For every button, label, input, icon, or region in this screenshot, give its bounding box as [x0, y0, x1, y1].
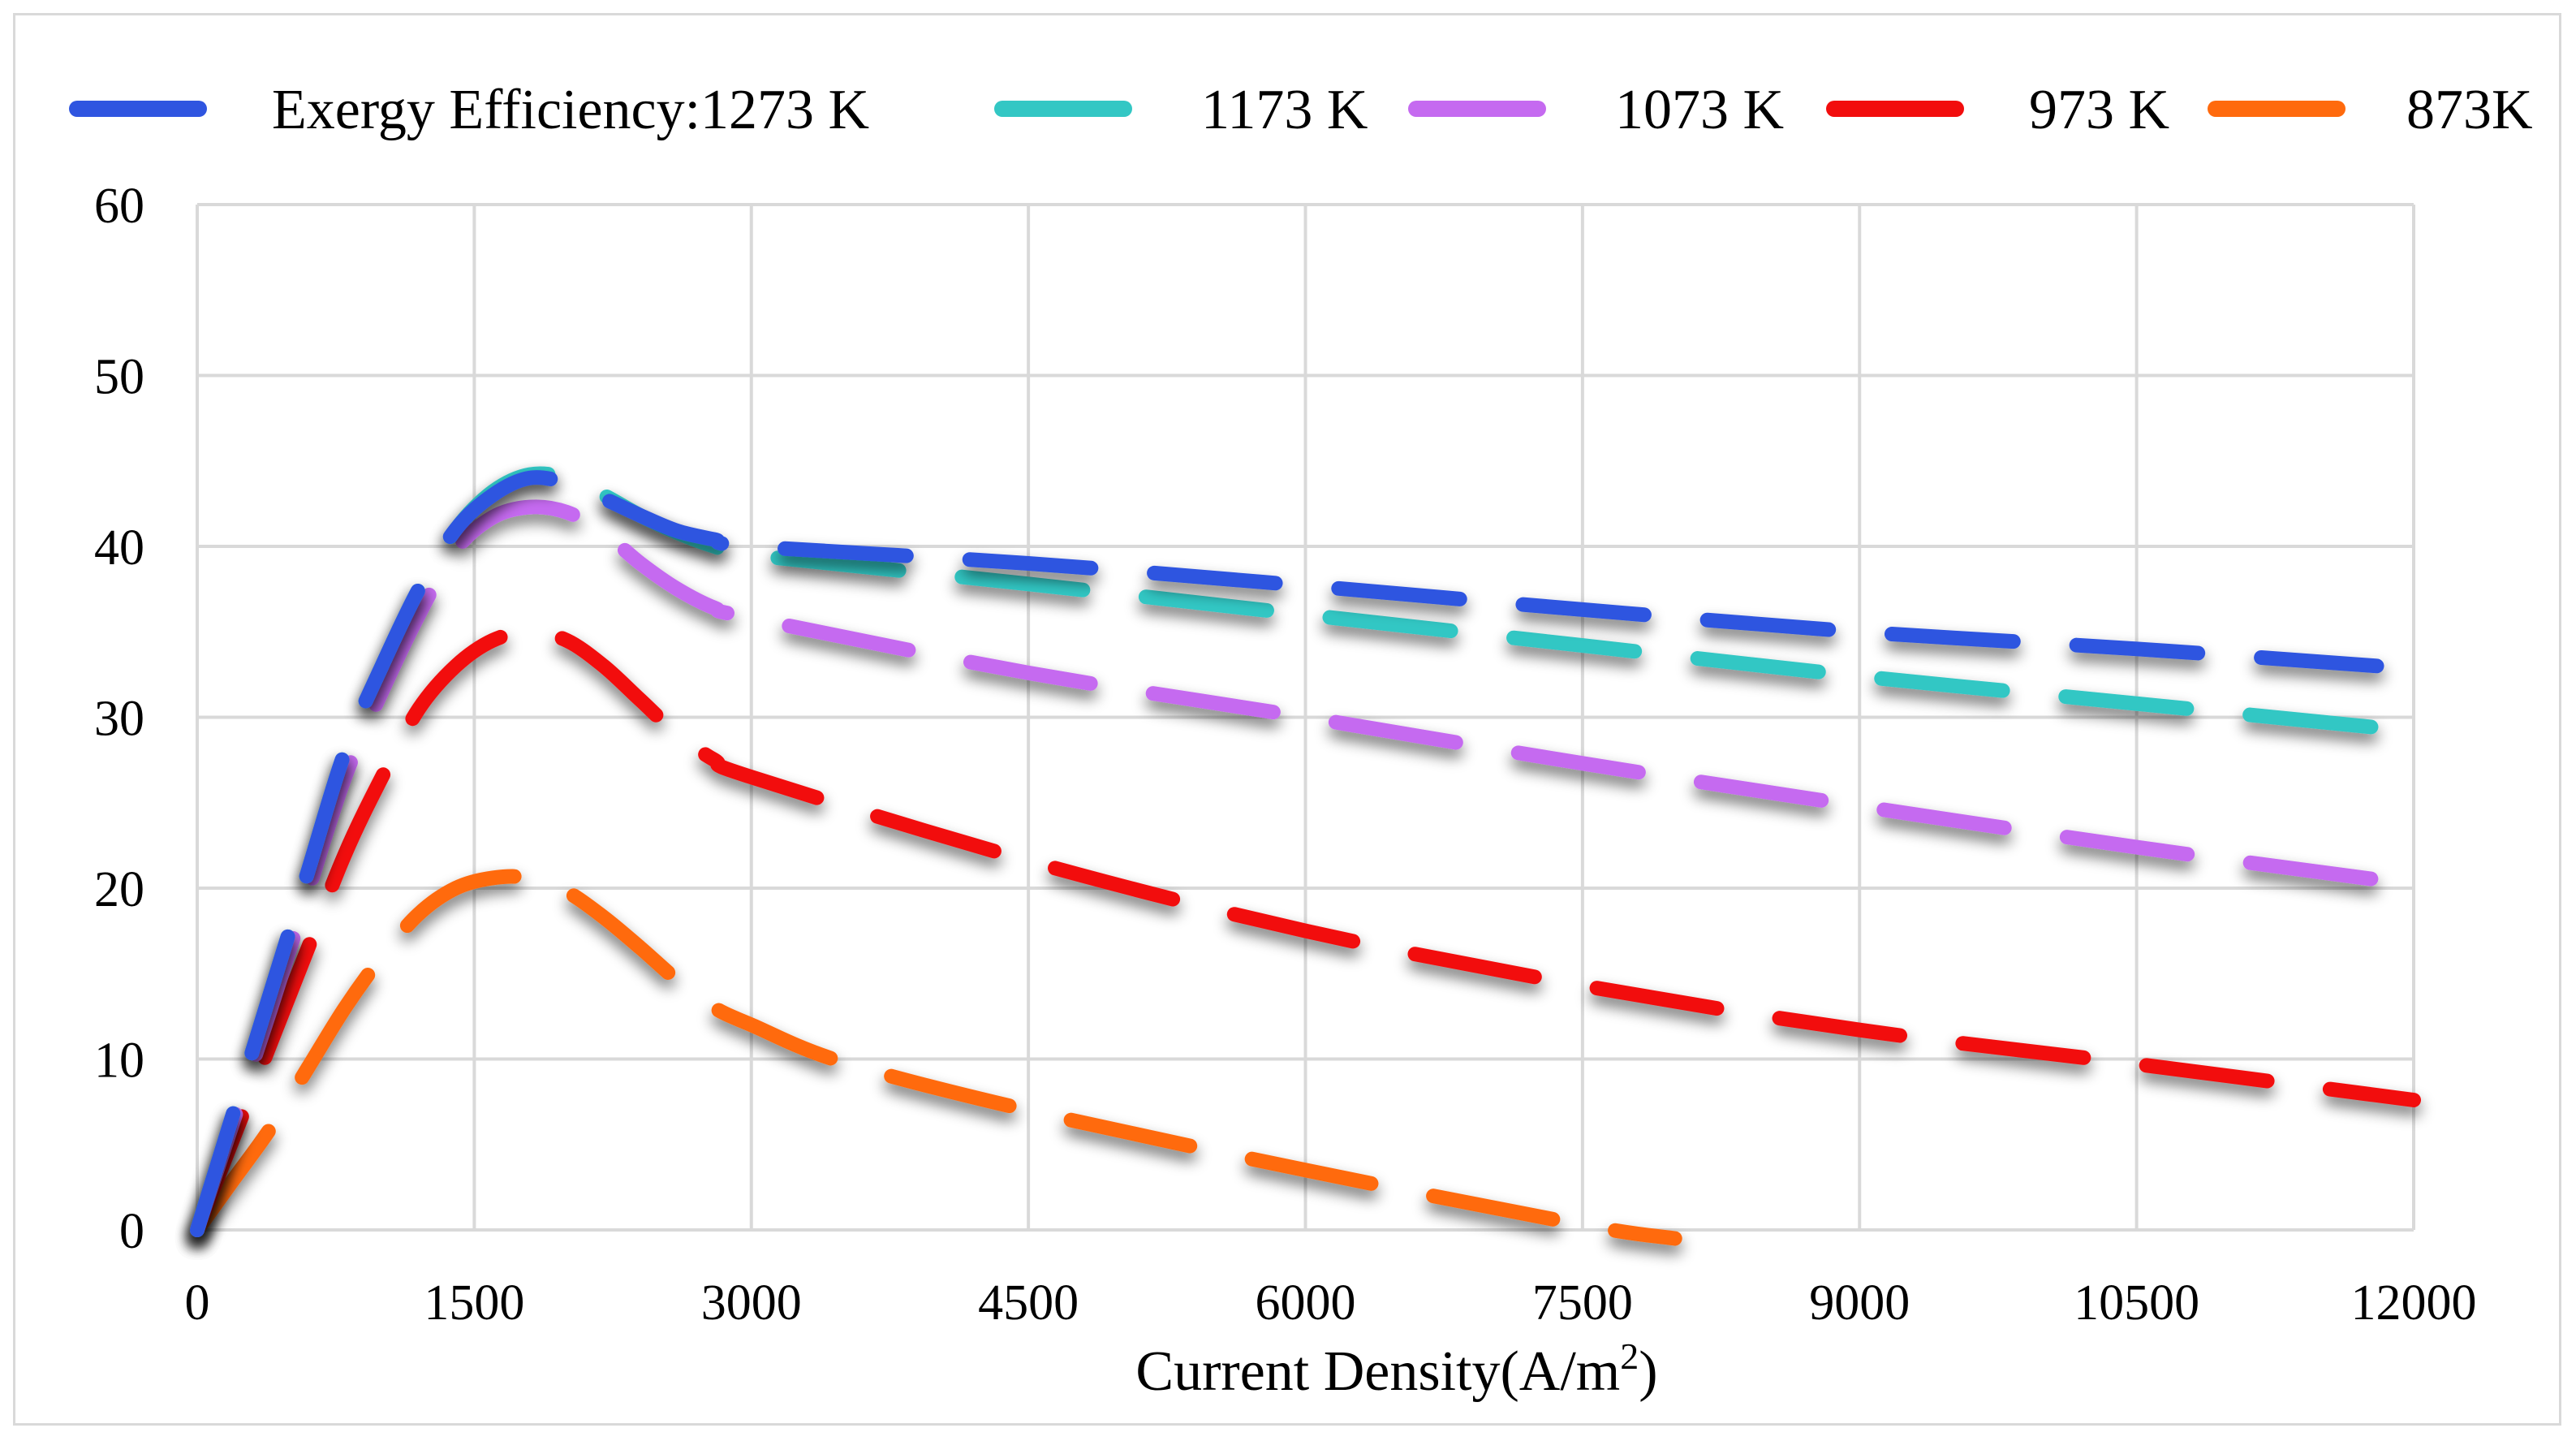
y-tick-label-6: 60 [94, 179, 144, 234]
legend-label-4: 873K [2406, 79, 2533, 141]
gridlines [196, 203, 2415, 1232]
series-line-4 [190, 869, 1682, 1246]
x-tick-label-2: 3000 [701, 1275, 802, 1331]
legend-label-2: 1073 K [1615, 79, 1784, 141]
series-lines [190, 466, 2421, 1246]
x-axis-tick-labels: 0 1500 3000 4500 6000 7500 9000 10500 12000 [185, 1275, 2477, 1331]
x-tick-label-3: 4500 [978, 1275, 1079, 1331]
x-tick-label-4: 6000 [1256, 1275, 1356, 1331]
x-tick-label-7: 10500 [2074, 1275, 2199, 1331]
series-line-0 [190, 470, 2384, 1237]
x-tick-label-8: 12000 [2351, 1275, 2477, 1331]
y-axis-tick-labels: 0 10 20 30 40 50 60 [94, 179, 144, 1259]
legend-label-0: Exergy Efficiency:1273 K [272, 79, 869, 141]
legend-label-3: 973 K [2029, 79, 2169, 141]
x-tick-label-0: 0 [185, 1275, 210, 1331]
series-line-2 [190, 499, 2384, 1237]
y-tick-label-4: 40 [94, 520, 144, 576]
x-axis-title: Current Density(A/m2) [1135, 1335, 1657, 1403]
y-tick-label-5: 50 [94, 350, 144, 405]
x-tick-label-1: 1500 [424, 1275, 524, 1331]
x-tick-label-5: 7500 [1532, 1275, 1633, 1331]
series-line-1 [190, 466, 2384, 1237]
y-tick-label-3: 30 [94, 692, 144, 747]
series-line-3 [190, 624, 2421, 1237]
legend: Exergy Efficiency:1273 K 1173 K 1073 K 973 … [69, 79, 2533, 141]
y-tick-label-1: 10 [94, 1033, 144, 1089]
x-tick-label-6: 9000 [1809, 1275, 1910, 1331]
legend-label-1: 1173 K [1201, 79, 1368, 141]
y-tick-label-0: 0 [119, 1204, 144, 1259]
y-tick-label-2: 20 [94, 862, 144, 917]
